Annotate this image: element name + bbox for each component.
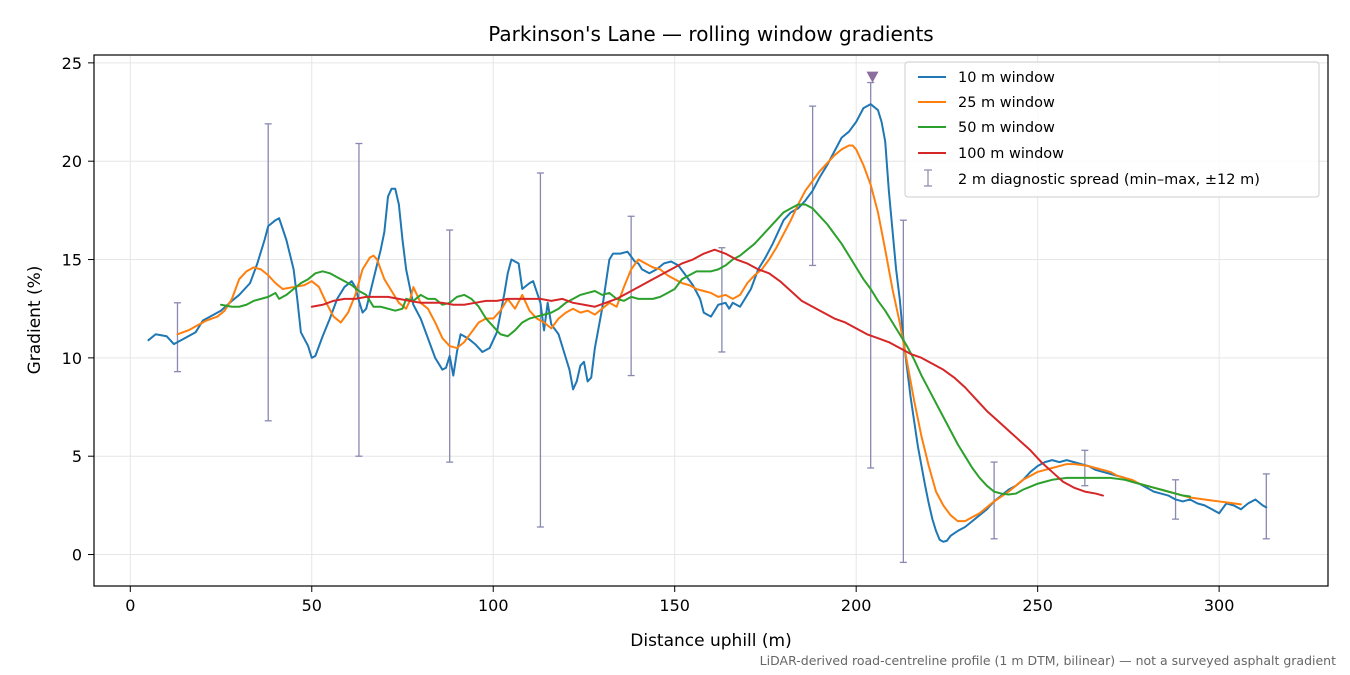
series-line-4 bbox=[310, 248, 1104, 497]
peak-marker-layer bbox=[866, 71, 879, 83]
series-line-2 bbox=[176, 144, 1242, 523]
x-tick-label: 50 bbox=[302, 596, 322, 615]
x-axis-label: Distance uphill (m) bbox=[630, 631, 791, 651]
legend-label-100m: 100 m window bbox=[958, 146, 1064, 162]
y-tick-label: 15 bbox=[62, 251, 82, 270]
y-tick-label: 25 bbox=[62, 54, 82, 73]
series-lines bbox=[147, 103, 1268, 543]
plot-area-frame bbox=[93, 54, 1329, 587]
legend-label-50m: 50 m window bbox=[958, 120, 1055, 136]
error-bar bbox=[718, 247, 726, 353]
peak-marker bbox=[866, 71, 879, 83]
error-bar bbox=[536, 172, 544, 528]
legend-box bbox=[904, 61, 1320, 198]
x-axis-ticks: 0 50 100 150 200 250 300 bbox=[125, 586, 1234, 615]
legend-label-10m: 10 m window bbox=[958, 70, 1055, 86]
legend-swatch-errorbar bbox=[924, 169, 932, 187]
legend-label-25m: 25 m window bbox=[958, 95, 1055, 111]
error-bars bbox=[173, 81, 1270, 564]
y-tick-label: 0 bbox=[72, 546, 82, 565]
error-bar bbox=[1081, 449, 1089, 487]
chart-title: Parkinson's Lane — rolling window gradie… bbox=[488, 22, 933, 46]
x-tick-label: 150 bbox=[659, 596, 690, 615]
legend-label-errorbar: 2 m diagnostic spread (min–max, ±12 m) bbox=[958, 172, 1260, 188]
y-axis-label: Gradient (%) bbox=[25, 266, 45, 375]
y-tick-label: 5 bbox=[72, 447, 82, 466]
x-tick-label: 0 bbox=[125, 596, 135, 615]
y-axis-ticks: 0 5 10 15 20 25 bbox=[62, 54, 94, 565]
error-bar bbox=[809, 105, 817, 267]
y-tick-label: 10 bbox=[62, 349, 82, 368]
x-tick-label: 200 bbox=[841, 596, 872, 615]
series-line-3 bbox=[220, 203, 1192, 498]
error-bar bbox=[899, 219, 907, 564]
x-tick-label: 100 bbox=[478, 596, 509, 615]
y-tick-label: 20 bbox=[62, 152, 82, 171]
x-tick-label: 300 bbox=[1204, 596, 1235, 615]
legend: 10 m window 25 m window 50 m window 100 … bbox=[904, 61, 1320, 198]
error-bar bbox=[173, 302, 181, 373]
error-bar bbox=[867, 81, 875, 469]
footnote: LiDAR-derived road-centreline profile (1… bbox=[760, 653, 1336, 668]
error-bar bbox=[264, 123, 272, 422]
x-tick-label: 250 bbox=[1022, 596, 1053, 615]
